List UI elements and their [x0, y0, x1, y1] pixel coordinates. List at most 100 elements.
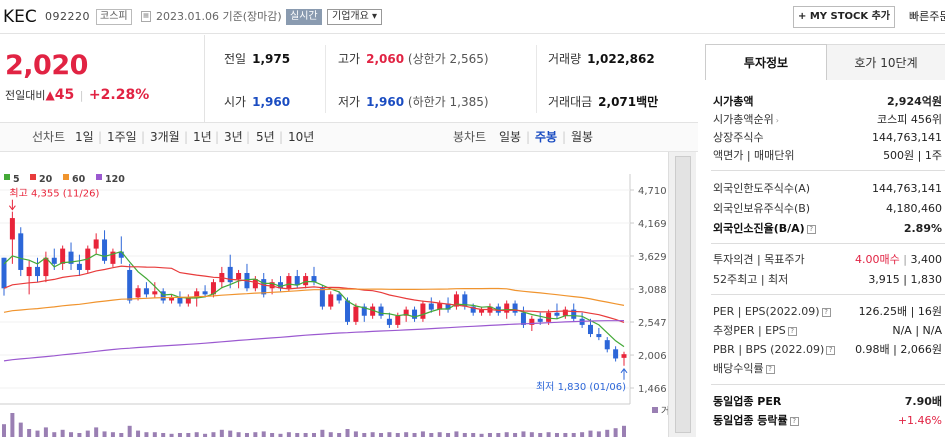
candle-body: [210, 282, 216, 295]
y-tick-label: 2,006: [638, 351, 667, 362]
candle-body: [177, 297, 183, 304]
chart-scrollbar[interactable]: [668, 152, 696, 437]
volume-bar: [228, 430, 233, 437]
help-icon[interactable]: ?: [806, 224, 816, 234]
info-row-market-cap: 시가총액 2,924억원: [713, 95, 942, 108]
volume-bar: [85, 430, 90, 437]
volume-bar: [605, 429, 610, 437]
market-badge: 코스피: [96, 9, 132, 25]
realtime-button[interactable]: 실시간: [286, 9, 322, 25]
candle-body: [562, 309, 568, 316]
candle-body: [110, 251, 116, 264]
candle-body: [26, 266, 32, 277]
info-row-shares: 상장주식수 144,763,141: [713, 131, 942, 144]
candle-body: [361, 306, 367, 316]
low-price: 저가 1,960 (하한가 1,385): [338, 95, 489, 109]
volume: 거래량 1,022,862: [548, 52, 655, 66]
candle-body: [60, 248, 66, 264]
candle-body: [202, 291, 208, 295]
volume-bar: [52, 432, 57, 437]
company-info-select[interactable]: 기업개요 ▾: [327, 9, 383, 25]
volume-bar: [454, 431, 459, 437]
period-1y[interactable]: 1년: [193, 130, 212, 144]
candle-body: [386, 318, 392, 325]
candle-body: [353, 306, 359, 322]
volume-bar: [446, 433, 451, 437]
help-icon[interactable]: ?: [765, 364, 775, 374]
y-tick-label: 1,466: [638, 384, 667, 395]
volume-bar: [211, 432, 216, 437]
base-date: 2023.01.06 기준(장마감): [156, 10, 282, 23]
info-row-opinion: 투자의견 | 목표주가 4.00매수 | 3,400: [713, 253, 942, 266]
add-mystock-button[interactable]: + MY STOCK 추가: [793, 6, 895, 28]
help-icon[interactable]: ?: [821, 307, 831, 317]
volume-bar: [613, 428, 618, 437]
high-price: 고가 2,060 (상한가 2,565): [338, 52, 489, 66]
candle-body: [319, 288, 325, 307]
info-tabs: 투자정보 호가 10단계: [705, 44, 945, 80]
legend-swatch: [30, 174, 36, 180]
volume-bar: [328, 432, 333, 437]
candle-daily[interactable]: 일봉: [499, 130, 522, 144]
volume-bar: [219, 429, 224, 437]
volume-bar: [412, 433, 417, 437]
ma60-line: [3, 287, 625, 313]
candle-body: [1, 257, 7, 289]
period-3m[interactable]: 3개월: [150, 130, 180, 144]
line-chart-label: 선차트: [32, 130, 66, 144]
volume-bar: [303, 433, 308, 437]
candle-body: [160, 291, 166, 301]
candle-body: [227, 266, 233, 283]
period-10y[interactable]: 10년: [288, 130, 315, 144]
candle-body: [420, 303, 426, 319]
help-icon[interactable]: ?: [787, 326, 797, 336]
volume-bar: [370, 432, 375, 437]
volume-bar: [496, 433, 501, 437]
legend-label: 60: [72, 174, 86, 185]
candle-weekly[interactable]: 주봉: [535, 130, 558, 144]
y-tick-label: 4,710: [638, 186, 667, 197]
candle-monthly[interactable]: 월봉: [571, 130, 594, 144]
volume-bar: [253, 432, 258, 437]
candle-body: [403, 309, 409, 316]
candle-body: [479, 309, 485, 313]
candle-body: [294, 276, 300, 286]
trade-amount: 거래대금 2,071백만: [548, 95, 659, 109]
candle-body: [378, 306, 384, 316]
volume-bar: [77, 433, 82, 437]
volume-bar: [471, 433, 476, 437]
tab-investment-info[interactable]: 투자정보: [705, 44, 827, 80]
candle-body: [43, 257, 49, 277]
candle-body: [345, 300, 351, 322]
volume-bar: [94, 427, 99, 437]
volume-bar: [513, 433, 518, 437]
volume-bar: [186, 433, 191, 437]
candle-body: [118, 251, 124, 258]
info-row-foreign-held: 외국인보유주식수(B) 4,180,460: [713, 202, 942, 215]
ma20-line: [3, 265, 625, 323]
candle-body: [18, 233, 24, 270]
period-3y[interactable]: 3년: [224, 130, 243, 144]
candle-body: [303, 276, 309, 286]
candle-body: [9, 218, 15, 240]
volume-bar: [127, 425, 132, 437]
period-1w[interactable]: 1주일: [107, 130, 137, 144]
prev-close: 전일 1,975: [224, 52, 291, 66]
candle-body: [537, 318, 543, 322]
volume-bar: [622, 425, 626, 437]
period-1d[interactable]: 1일: [75, 130, 94, 144]
legend-swatch: [4, 174, 10, 180]
volume-bar: [580, 432, 585, 437]
volume-bar: [538, 433, 543, 437]
period-5y[interactable]: 5년: [256, 130, 275, 144]
quick-order-link[interactable]: 빠른주문: [909, 10, 945, 23]
tab-order-book[interactable]: 호가 10단계: [827, 44, 945, 80]
candle-body: [152, 291, 158, 295]
help-icon[interactable]: ?: [789, 416, 799, 426]
candle-body: [520, 312, 526, 325]
help-icon[interactable]: ?: [826, 345, 836, 355]
max-arrow-icon: [8, 205, 16, 211]
candle-body: [529, 318, 535, 325]
candle-body: [445, 303, 451, 310]
volume-bar: [320, 429, 325, 437]
